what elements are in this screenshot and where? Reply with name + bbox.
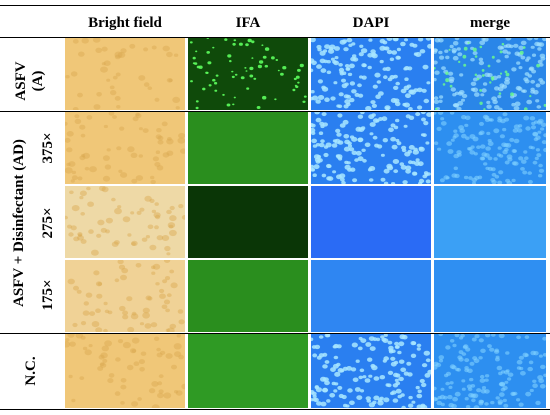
header-rule (0, 37, 550, 38)
asfv-row-rule (0, 111, 550, 112)
column-header-ifa: IFA (235, 15, 261, 31)
micrograph-d375-bright-field (65, 112, 185, 184)
micrograph-d175-bright-field (65, 260, 185, 332)
row-label-asfv-line2: (A) (30, 70, 46, 92)
bottom-rule (0, 409, 550, 410)
row-label-asfv: ASFV (A) (13, 46, 47, 116)
column-header-bright-field: Bright field (88, 15, 162, 31)
micrograph-nc-merge (434, 334, 546, 408)
dilution-label-175: 175× (40, 279, 56, 311)
row-label-asfv-line1: ASFV (13, 61, 29, 101)
micrograph-asfv-dapi (311, 38, 431, 110)
micrograph-nc-ifa (188, 334, 308, 408)
micrograph-asfv-ifa (188, 38, 308, 110)
micrograph-d175-dapi (311, 260, 431, 332)
row-label-nc: N.C. (23, 356, 39, 386)
group-row-rule (0, 333, 550, 334)
micrograph-d375-dapi (311, 112, 431, 184)
micrograph-d275-bright-field (65, 186, 185, 258)
micrograph-d175-ifa (188, 260, 308, 332)
column-header-dapi: DAPI (352, 15, 390, 31)
micrograph-nc-bright-field (65, 334, 185, 408)
micrograph-d375-merge (434, 112, 546, 184)
micrograph-asfv-merge (434, 38, 546, 110)
micrograph-d275-merge (434, 186, 546, 258)
column-header-merge: merge (470, 15, 510, 31)
micrograph-d175-merge (434, 260, 546, 332)
micrograph-d275-ifa (188, 186, 308, 258)
top-rule (0, 5, 550, 6)
dilution-label-375: 375× (40, 132, 56, 164)
micrograph-nc-dapi (311, 334, 431, 408)
dilution-label-275: 275× (40, 207, 56, 239)
micrograph-d275-dapi (311, 186, 431, 258)
micrograph-asfv-bright-field (65, 38, 185, 110)
row-label-asfv-disinfectant: ASFV + Disinfectant (AD) (11, 139, 27, 307)
micrograph-d375-ifa (188, 112, 308, 184)
